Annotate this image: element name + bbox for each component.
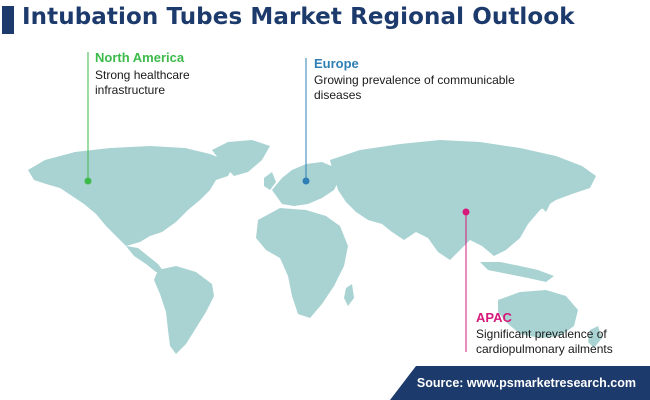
- page-title: Intubation Tubes Market Regional Outlook: [22, 4, 575, 30]
- continent-north-america: [28, 146, 232, 246]
- source-text: Source: www.psmarketresearch.com: [416, 376, 636, 390]
- continent-japan: [540, 190, 552, 212]
- apac-desc-line2: cardiopulmonary ailments: [476, 342, 613, 356]
- europe-marker: [302, 177, 310, 185]
- title-accent-bar: [2, 6, 14, 34]
- north-america-desc-line2: infrastructure: [95, 83, 166, 97]
- continent-greenland: [212, 140, 270, 176]
- continent-africa: [256, 208, 348, 318]
- apac-marker: [462, 208, 470, 216]
- europe-desc-line2: diseases: [314, 88, 362, 102]
- continent-central-america: [126, 246, 164, 272]
- continent-new-zealand: [588, 326, 602, 348]
- continent-asia: [330, 140, 596, 260]
- north-america-description: Strong healthcare infrastructure: [95, 68, 190, 98]
- europe-label: Europe: [314, 56, 359, 71]
- apac-description: Significant prevalence of cardiopulmonar…: [476, 327, 613, 357]
- continent-indonesia: [480, 262, 554, 282]
- continent-australia: [498, 290, 578, 338]
- continent-madagascar: [344, 284, 354, 306]
- europe-desc-line1: Growing prevalence of communicable: [314, 73, 515, 87]
- north-america-marker: [84, 177, 92, 185]
- continent-south-america: [154, 266, 214, 354]
- apac-label: APAC: [476, 310, 512, 325]
- north-america-label: North America: [95, 50, 185, 65]
- north-america-desc-line1: Strong healthcare: [95, 68, 190, 82]
- apac-desc-line1: Significant prevalence of: [476, 327, 607, 341]
- source-banner: Source: www.psmarketresearch.com: [390, 366, 650, 400]
- world-map-land: [28, 140, 602, 354]
- continent-uk: [264, 172, 276, 190]
- europe-description: Growing prevalence of communicable disea…: [314, 73, 515, 103]
